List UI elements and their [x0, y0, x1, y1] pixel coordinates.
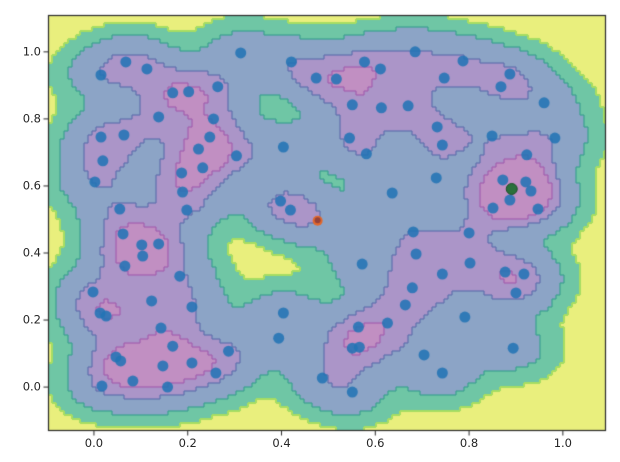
- y-tick-label: 0.8: [22, 111, 41, 126]
- x-tick-label: 0.8: [459, 436, 479, 450]
- y-tick-label: 0.4: [22, 245, 41, 260]
- x-tick-label: 0.2: [178, 436, 197, 450]
- y-tick-label: 0.0: [22, 379, 41, 394]
- y-tick-label: 0.6: [22, 178, 41, 193]
- x-tick-label: 0.4: [272, 436, 291, 450]
- y-tick-label: 0.2: [22, 312, 41, 327]
- y-tick-label: 1.0: [22, 44, 41, 59]
- x-tick-label: 0.6: [366, 436, 385, 450]
- x-tick-label: 0.0: [84, 436, 104, 450]
- x-tick-label: 1.0: [553, 436, 573, 450]
